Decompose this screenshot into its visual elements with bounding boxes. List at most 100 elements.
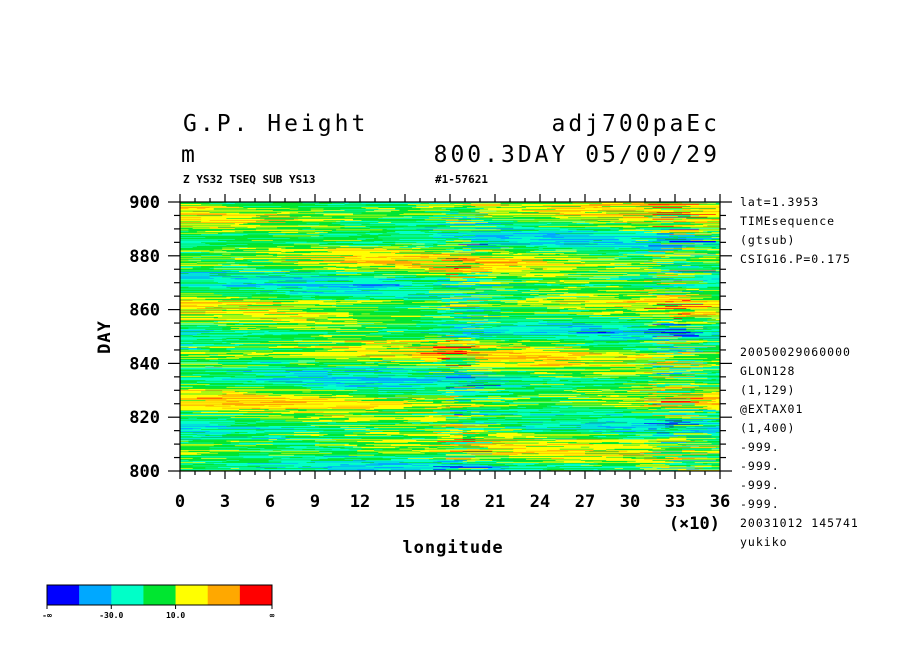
- heatmap-cell: [180, 322, 202, 324]
- heatmap-cell: [310, 249, 329, 251]
- heatmap-cell: [310, 239, 345, 241]
- heatmap-cell: [601, 289, 645, 291]
- heatmap-cell: [395, 250, 434, 252]
- heatmap-cell: [580, 319, 615, 320]
- heatmap-cell: [272, 329, 316, 331]
- heatmap-cell: [255, 208, 291, 210]
- heatmap-cell: [644, 220, 658, 222]
- heatmap-cell: [264, 353, 303, 355]
- heatmap-cell: [416, 273, 447, 275]
- heatmap-cell: [487, 315, 523, 317]
- heatmap-cell: [458, 329, 472, 331]
- heatmap-cell: [365, 308, 409, 310]
- heatmap-cell: [568, 359, 590, 361]
- heatmap-cell: [450, 203, 472, 205]
- heatmap-cell: [534, 275, 544, 277]
- heatmap-cell: [437, 296, 455, 298]
- heatmap-cell: [374, 274, 417, 276]
- heatmap-cell: [711, 366, 721, 368]
- heatmap-cell: [450, 257, 480, 259]
- heatmap-cell: [614, 259, 649, 261]
- heatmap-cell: [323, 252, 371, 254]
- heatmap-cell: [289, 214, 324, 216]
- heatmap-cell: [361, 270, 388, 272]
- heatmap-cell: [260, 241, 307, 243]
- heatmap-cell: [639, 328, 670, 330]
- heatmap-cell: [361, 300, 404, 302]
- heatmap-cell: [180, 363, 215, 365]
- heatmap-cell: [420, 354, 447, 356]
- heatmap-cell: [412, 335, 426, 337]
- heatmap-cell: [458, 261, 502, 263]
- heatmap-cell: [458, 340, 472, 342]
- heatmap-cell: [707, 264, 721, 266]
- heatmap-cell: [180, 329, 206, 331]
- heatmap-cell: [686, 330, 721, 332]
- heatmap-cell: [622, 350, 641, 352]
- heatmap-cell: [576, 217, 624, 219]
- heatmap-cell: [382, 304, 409, 306]
- heatmap-cell: [703, 210, 721, 212]
- heatmap-cell: [281, 302, 303, 304]
- heatmap-cell: [665, 333, 687, 335]
- heatmap-cell: [694, 246, 721, 248]
- heatmap-cell: [251, 270, 282, 272]
- heatmap-cell: [563, 243, 599, 245]
- heatmap-cell: [538, 285, 548, 287]
- heatmap-cell: [652, 295, 687, 297]
- heatmap-cell: [462, 204, 497, 205]
- heatmap-cell: [479, 214, 489, 216]
- heatmap-cell: [196, 262, 236, 264]
- heatmap-cell: [509, 327, 535, 329]
- heatmap-cell: [180, 222, 223, 224]
- heatmap-cell: [715, 311, 721, 313]
- heatmap-cell: [466, 287, 476, 289]
- heatmap-cell: [251, 332, 286, 334]
- heatmap-cell: [255, 327, 291, 329]
- heatmap-cell: [458, 341, 497, 343]
- heatmap-cell: [593, 307, 607, 309]
- heatmap-cell: [492, 289, 535, 291]
- heatmap-cell: [298, 257, 333, 259]
- heatmap-cell: [272, 301, 295, 303]
- heatmap-cell: [669, 299, 691, 301]
- heatmap-cell: [466, 343, 476, 345]
- heatmap-cell: [707, 231, 721, 233]
- heatmap-cell: [412, 345, 421, 347]
- heatmap-cell: [715, 203, 721, 205]
- heatmap-cell: [487, 213, 523, 215]
- heatmap-cell: [222, 349, 265, 351]
- heatmap-cell: [618, 252, 666, 254]
- heatmap-cell: [344, 310, 367, 312]
- heatmap-cell: [217, 282, 232, 283]
- heatmap-cell: [471, 210, 497, 212]
- heatmap-cell: [521, 253, 544, 255]
- heatmap-cell: [475, 222, 514, 224]
- heatmap-cell: [247, 304, 282, 306]
- heatmap-cell: [504, 366, 535, 368]
- heatmap-cell: [585, 258, 594, 260]
- heatmap-cell: [428, 235, 476, 237]
- heatmap-cell: [517, 220, 565, 222]
- heatmap-cell: [525, 266, 573, 268]
- heatmap-cell: [222, 216, 261, 218]
- heatmap-cell: [445, 275, 493, 277]
- heatmap-cell: [627, 356, 674, 358]
- heatmap-cell: [652, 218, 674, 220]
- heatmap-cell: [327, 232, 367, 234]
- heatmap-cell: [500, 240, 548, 242]
- heatmap-cell: [513, 234, 544, 236]
- heatmap-cell: [180, 348, 198, 350]
- heatmap-cell: [517, 341, 544, 343]
- heatmap-cell: [487, 287, 502, 289]
- heatmap-cell: [542, 253, 556, 255]
- heatmap-cell: [340, 307, 379, 309]
- heatmap-cell: [289, 221, 329, 223]
- heatmap-cell: [458, 325, 472, 327]
- heatmap-cell: [344, 239, 383, 241]
- heatmap-cell: [344, 353, 392, 355]
- heatmap-cell: [378, 321, 392, 323]
- heatmap-cell: [209, 343, 232, 345]
- heatmap-cell: [530, 351, 561, 353]
